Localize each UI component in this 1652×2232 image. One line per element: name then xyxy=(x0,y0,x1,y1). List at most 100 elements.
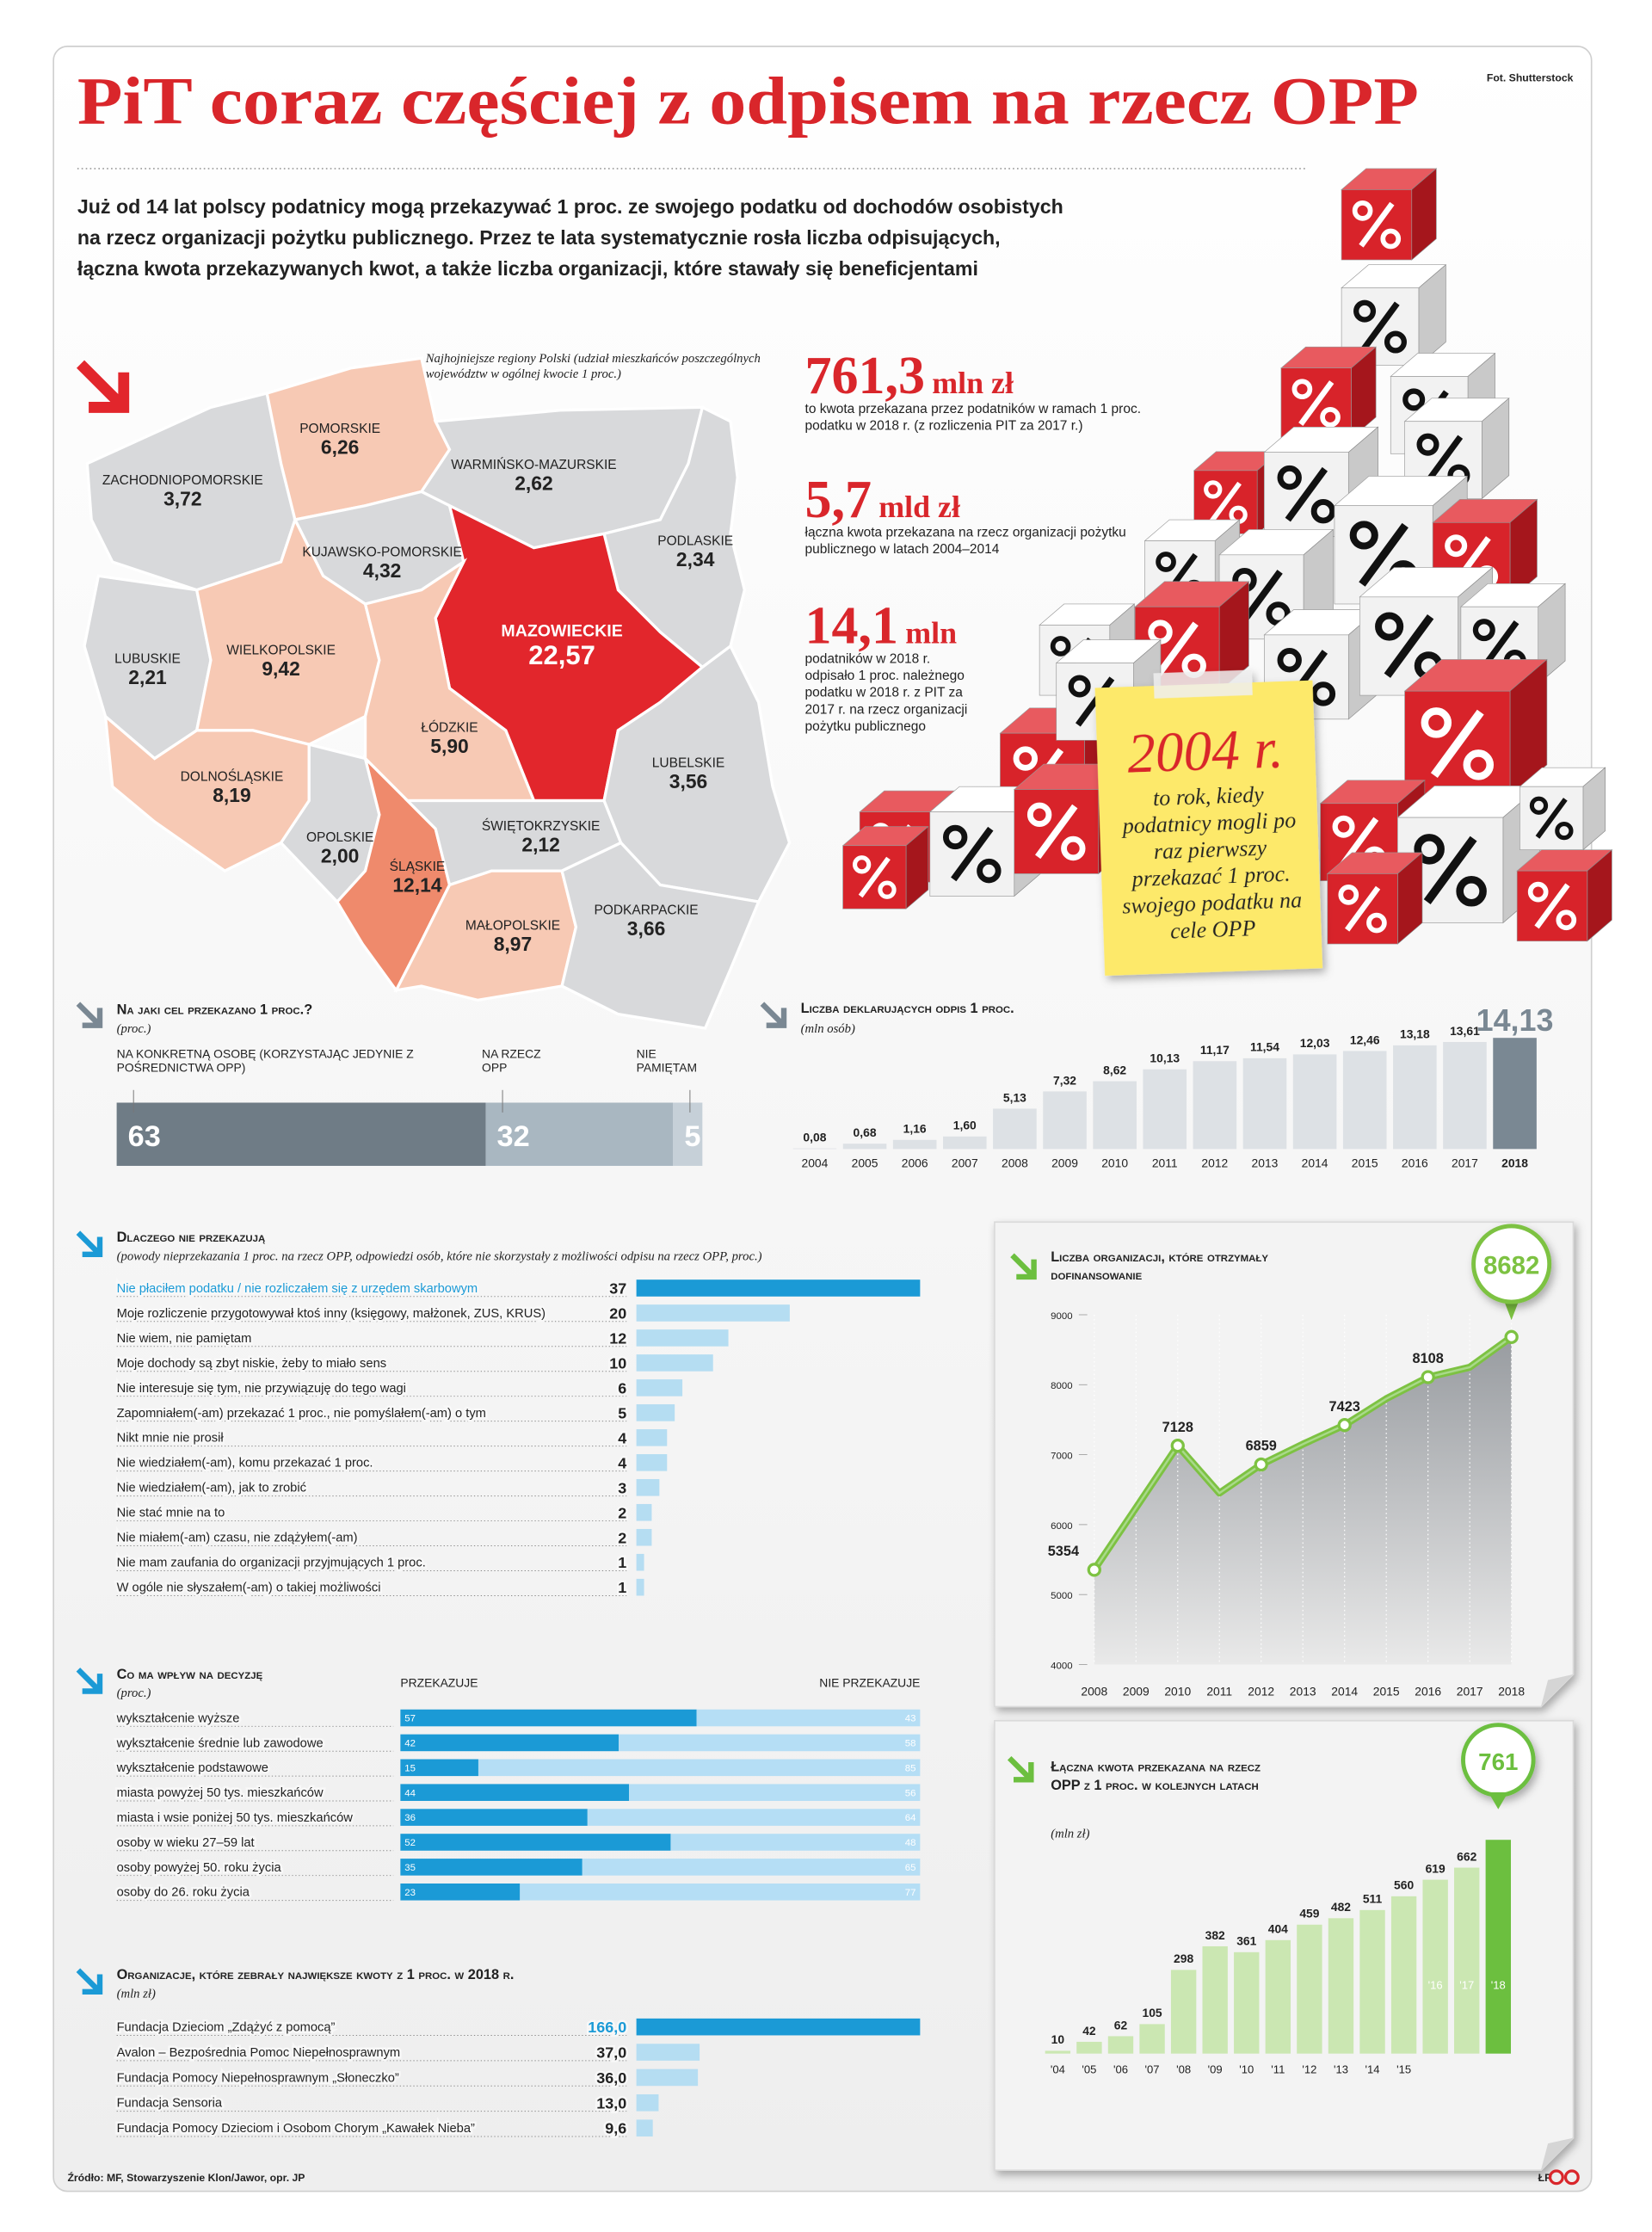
value-label: 361 xyxy=(1236,1934,1256,1948)
bar xyxy=(636,1354,713,1372)
point xyxy=(1504,1329,1519,1345)
chart-subtitle: (mln osób) xyxy=(800,1020,855,1036)
bar xyxy=(636,2094,659,2112)
die-slash xyxy=(1423,435,1464,485)
bar xyxy=(1076,2041,1102,2054)
map-note: Najhojniejsze regiony Polski (udział mie… xyxy=(425,351,761,381)
die-dot xyxy=(1456,876,1487,907)
die-slash xyxy=(1384,613,1434,678)
chart-subtitle-box: (powody nieprzekazania 1 proc. na rzecz … xyxy=(117,1249,762,1262)
bar xyxy=(1485,1840,1511,2054)
bar xyxy=(636,1528,652,1546)
category-label: osoby w wieku 27–59 lat xyxy=(117,1836,255,1850)
segment-label: 48 xyxy=(905,1838,916,1848)
value-label: 20 xyxy=(609,1304,626,1322)
bar-segment xyxy=(520,1883,921,1901)
fact-unit: mld zł xyxy=(878,490,960,524)
y-tick-label: 7000 xyxy=(1051,1451,1072,1461)
x-tick-label: 2018 xyxy=(1498,1684,1525,1698)
value-label: 382 xyxy=(1205,1928,1225,1942)
value-label: 761 xyxy=(1478,1748,1518,1775)
x-tick-label: '07 xyxy=(1145,2063,1160,2076)
die-dot xyxy=(1416,433,1439,456)
segment-label: 42 xyxy=(404,1738,416,1748)
segment-label: 77 xyxy=(905,1888,916,1898)
note-paper xyxy=(1094,680,1323,976)
region xyxy=(560,841,761,1030)
bar-segment xyxy=(478,1759,921,1777)
category-label: Nikt mnie nie prosił xyxy=(117,1432,225,1446)
die-slash xyxy=(951,826,994,882)
die-dot xyxy=(1291,379,1313,400)
y-tick-label: 5000 xyxy=(1051,1591,1072,1601)
die-dot xyxy=(1068,675,1091,698)
x-tick-label: 2005 xyxy=(852,1156,878,1170)
die xyxy=(1341,168,1438,261)
region-name: KUJAWSKO-POMORSKIE xyxy=(302,545,461,559)
source: Źródło: MF, Stowarzyszenie Klon/Jawor, o… xyxy=(67,2171,305,2184)
segment-label: 44 xyxy=(404,1788,416,1798)
x-tick-label: 2010 xyxy=(1101,1156,1128,1170)
x-tick-label: 2006 xyxy=(902,1156,928,1170)
bar-segment xyxy=(582,1859,921,1876)
bar-segment xyxy=(400,1784,630,1801)
note-value: 2004 r. xyxy=(1126,718,1285,786)
category-label: Fundacja Sensoria xyxy=(117,2097,223,2111)
point xyxy=(1087,1563,1101,1577)
region-name: DOLNOŚLĄSKIE xyxy=(181,769,284,785)
bar-segment xyxy=(587,1809,921,1826)
x-tick-label: 2011 xyxy=(1152,1156,1178,1170)
value-label: 404 xyxy=(1268,1922,1288,1936)
value-label: 37,0 xyxy=(596,2044,626,2062)
bar xyxy=(636,1329,729,1347)
x-tick-label: 2013 xyxy=(1290,1684,1316,1698)
bar xyxy=(1143,1069,1187,1150)
x-tick-label: 2016 xyxy=(1415,1684,1441,1698)
chart-title-box: Łączna kwota przekazana na rzecz OPP z 1… xyxy=(1051,1760,1261,1794)
value-label: 62 xyxy=(1114,2018,1128,2032)
series-name: NIE PRZEKAZUJE xyxy=(819,1676,920,1690)
x-tick-label: 2015 xyxy=(1373,1684,1400,1698)
category-label: Nie wiem, nie pamiętam xyxy=(117,1332,252,1346)
value-label: 105 xyxy=(1142,2006,1162,2019)
category-label: osoby do 26. roku życia xyxy=(117,1886,250,1900)
die xyxy=(1432,498,1538,601)
die-dot xyxy=(1050,636,1071,657)
bar xyxy=(1093,1081,1137,1150)
die-dot xyxy=(942,824,968,850)
segment-category-box: NA KONKRETNĄ OSOBĘ (KORZYSTAJĄC JEDYNIE … xyxy=(117,1046,414,1075)
bar xyxy=(1390,1896,1417,2054)
sticky-note: 2004 r.to rok, kiedy podatnicy mogli po … xyxy=(1094,669,1323,976)
bar xyxy=(1193,1061,1237,1150)
value-label: 1,60 xyxy=(953,1119,977,1132)
bar-segment xyxy=(400,1809,588,1826)
die-dot xyxy=(852,855,872,874)
bar-segment xyxy=(400,1834,671,1851)
chart-title: Łączna kwota przekazana na rzecz OPP z 1… xyxy=(1051,1760,1261,1794)
die-dot xyxy=(977,858,1002,884)
value-label: 13,18 xyxy=(1400,1027,1430,1041)
chart-title-box: Na jaki cel przekazano 1 proc.? xyxy=(117,1003,313,1019)
region-value: 8,19 xyxy=(213,784,250,806)
die-dot xyxy=(1013,746,1039,771)
x-tick-label: '16 xyxy=(1428,1979,1443,1992)
bar-segment xyxy=(400,1859,583,1876)
bar-segment xyxy=(629,1784,921,1801)
bar xyxy=(636,1379,683,1397)
die-dot xyxy=(1555,821,1574,841)
region-name: ZACHODNIOPOMORSKIE xyxy=(102,473,263,488)
bar xyxy=(1493,1038,1537,1150)
bar xyxy=(636,1404,675,1421)
bar xyxy=(636,2119,653,2136)
chart-title: Dlaczego nie przekazują xyxy=(116,1230,266,1247)
value-label: 13,0 xyxy=(596,2094,626,2112)
arrow-icon xyxy=(76,1230,103,1257)
value-label: 7128 xyxy=(1162,1420,1193,1435)
die-slash xyxy=(858,856,891,898)
bar-segment xyxy=(400,1759,478,1777)
chart-subtitle-box: (mln osób) xyxy=(800,1020,855,1036)
value-label: 11,54 xyxy=(1250,1040,1279,1054)
die-dot xyxy=(1463,749,1495,780)
region-value: 12,14 xyxy=(392,874,441,897)
segment-label: 5 xyxy=(684,1120,700,1153)
